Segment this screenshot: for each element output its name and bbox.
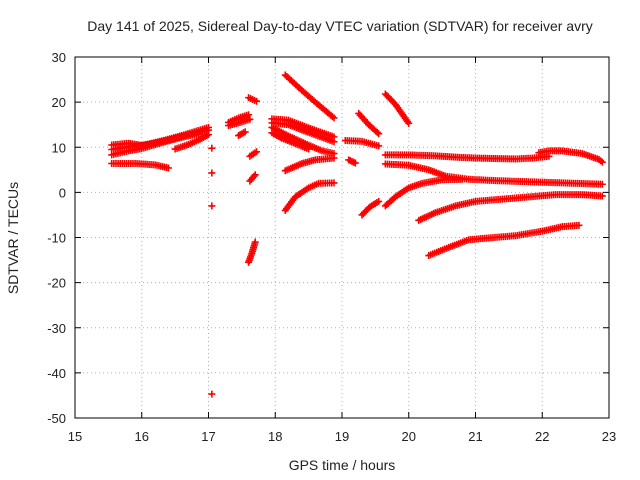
x-tick-label: 16 xyxy=(135,429,149,444)
series-s15 xyxy=(268,119,338,146)
data-point xyxy=(375,130,383,138)
data-point xyxy=(330,179,338,187)
y-tick-label: -20 xyxy=(47,276,66,291)
data-point xyxy=(598,180,606,188)
data-point xyxy=(373,128,381,136)
y-tick-label: 10 xyxy=(52,140,66,155)
series-s11 xyxy=(246,171,259,185)
y-tick-labels: 30 20 10 0 -10 -20 -30 -40 -50 xyxy=(47,50,66,426)
data-point xyxy=(246,115,254,123)
series-s22 xyxy=(345,156,359,167)
series-s28 xyxy=(535,147,606,166)
x-tick-label: 23 xyxy=(602,429,616,444)
data-point xyxy=(253,97,261,105)
y-tick-label: 0 xyxy=(59,185,66,200)
series-s10 xyxy=(246,148,261,160)
y-tick-label: -40 xyxy=(47,366,66,381)
y-tick-label: -30 xyxy=(47,321,66,336)
data-point xyxy=(251,238,259,246)
series-s30 xyxy=(425,221,583,260)
series-s16 xyxy=(268,123,338,158)
series-s24 xyxy=(358,197,383,219)
x-tick-label: 21 xyxy=(468,429,482,444)
data-point xyxy=(208,202,216,210)
data-point xyxy=(405,119,413,127)
axis-ticks xyxy=(74,56,610,419)
data-point xyxy=(253,148,261,156)
data-point xyxy=(208,390,216,398)
data-point xyxy=(575,221,583,229)
data-point xyxy=(330,154,338,162)
x-tick-label: 15 xyxy=(68,429,82,444)
series-s13 xyxy=(281,71,338,122)
series-s7 xyxy=(225,115,254,130)
x-tick-label: 17 xyxy=(201,429,215,444)
data-point xyxy=(375,197,383,205)
x-axis-label: GPS time / hours xyxy=(289,457,396,473)
y-tick-label: -50 xyxy=(47,411,66,426)
data-point xyxy=(251,171,259,179)
series-s8 xyxy=(235,128,249,140)
data-point xyxy=(208,169,216,177)
series-s27 xyxy=(381,160,606,188)
series-s17 xyxy=(268,129,313,153)
data-point xyxy=(164,164,172,172)
series-s9 xyxy=(245,94,261,105)
data-point xyxy=(598,158,606,166)
series-s3 xyxy=(108,130,202,159)
data-series xyxy=(108,71,606,398)
series-s5 xyxy=(108,159,172,172)
series-s18 xyxy=(281,154,338,175)
data-point xyxy=(598,192,606,200)
x-tick-label: 20 xyxy=(402,429,416,444)
y-axis-label: SDTVAR / TECUs xyxy=(5,182,21,294)
data-point xyxy=(208,144,216,152)
data-point xyxy=(330,114,338,122)
series-s23 xyxy=(381,90,413,127)
y-tick-label: -10 xyxy=(47,231,66,246)
data-point xyxy=(375,142,383,150)
chart-title: Day 141 of 2025, Sidereal Day-to-day VTE… xyxy=(87,18,593,34)
data-point xyxy=(305,145,313,153)
x-tick-label: 18 xyxy=(268,429,282,444)
data-point xyxy=(351,159,359,167)
series-s29 xyxy=(415,191,606,224)
data-point xyxy=(330,138,338,146)
y-tick-label: 30 xyxy=(52,50,66,65)
series-s26 xyxy=(381,151,553,163)
x-tick-labels: 15 16 17 18 19 20 21 22 23 xyxy=(68,429,616,444)
series-s20 xyxy=(355,109,383,138)
series-s12 xyxy=(245,238,259,266)
series-s4 xyxy=(171,131,212,153)
series-s19 xyxy=(281,179,338,214)
series-s31 xyxy=(208,144,216,398)
grid xyxy=(75,57,609,418)
data-point xyxy=(194,130,202,138)
x-tick-label: 22 xyxy=(535,429,549,444)
y-tick-label: 20 xyxy=(52,95,66,110)
series-s21 xyxy=(341,136,383,150)
data-point xyxy=(241,128,249,136)
x-tick-label: 19 xyxy=(335,429,349,444)
data-point xyxy=(205,131,212,139)
